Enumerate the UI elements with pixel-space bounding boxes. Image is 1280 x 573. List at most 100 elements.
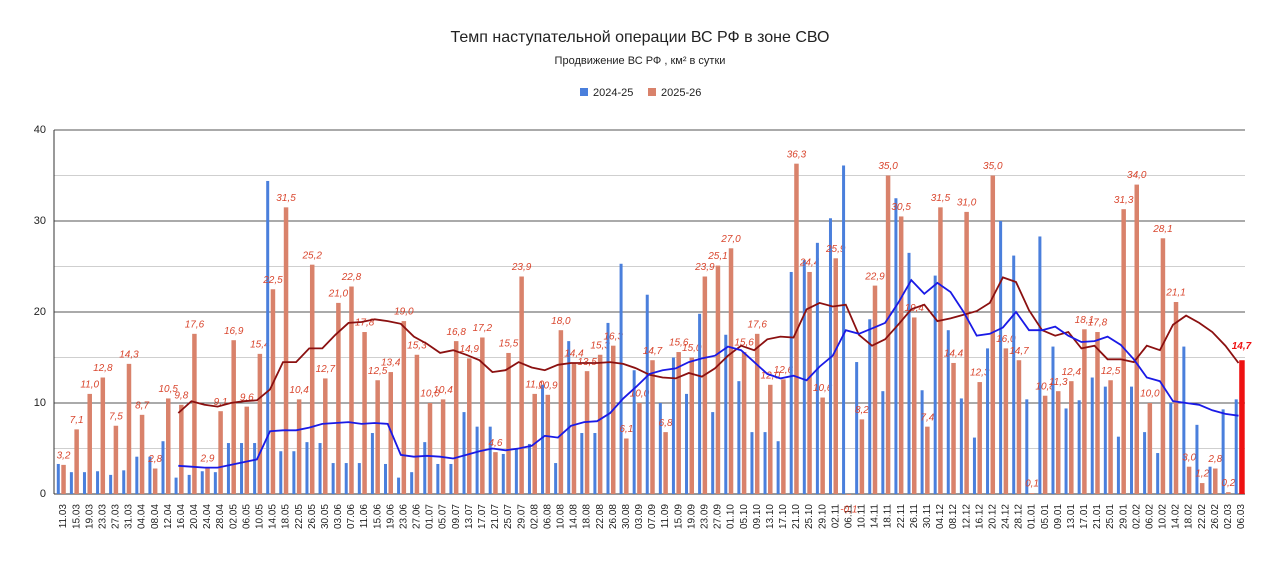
value-label: 15,6 bbox=[734, 338, 754, 349]
bar bbox=[1038, 236, 1042, 494]
x-tick-label: 22.05 bbox=[294, 504, 305, 529]
x-tick-label: 02.02 bbox=[1131, 504, 1142, 529]
value-label: 16,9 bbox=[224, 326, 244, 337]
bar bbox=[833, 258, 838, 494]
bar bbox=[257, 353, 263, 494]
bar bbox=[1134, 184, 1140, 494]
bar bbox=[999, 221, 1003, 494]
value-label: 35,0 bbox=[983, 161, 1003, 172]
bar bbox=[859, 419, 865, 494]
bar bbox=[506, 352, 511, 494]
bar bbox=[1051, 346, 1055, 494]
x-tick-label: 31.03 bbox=[124, 504, 135, 529]
legend-swatch bbox=[580, 88, 588, 96]
x-tick-label: 30.11 bbox=[922, 504, 933, 529]
bar bbox=[1143, 432, 1147, 494]
x-tick-label: 24.04 bbox=[202, 504, 213, 529]
value-label: 14,9 bbox=[460, 344, 480, 355]
bar bbox=[724, 334, 728, 494]
bar bbox=[597, 354, 603, 494]
bar bbox=[624, 438, 629, 494]
bar bbox=[1121, 209, 1126, 495]
value-label: 16,8 bbox=[446, 327, 466, 338]
x-tick-label: 10.05 bbox=[255, 504, 266, 529]
bar bbox=[331, 463, 335, 494]
bar bbox=[213, 472, 217, 494]
bar bbox=[1221, 409, 1225, 494]
x-tick-label: 29.07 bbox=[516, 504, 527, 529]
bar bbox=[427, 403, 433, 494]
bar bbox=[527, 443, 531, 494]
bar bbox=[1213, 468, 1218, 494]
x-tick-label: 12.04 bbox=[163, 504, 174, 529]
x-tick-label: 19.03 bbox=[84, 504, 95, 529]
value-label: 18,1 bbox=[1075, 315, 1094, 326]
bar bbox=[1095, 332, 1100, 494]
bar bbox=[802, 260, 806, 494]
bar bbox=[1103, 386, 1107, 494]
value-label: 0,1 bbox=[1025, 479, 1039, 490]
bar bbox=[580, 433, 584, 494]
bar bbox=[1226, 492, 1231, 494]
value-label: 22,9 bbox=[864, 271, 885, 282]
bar bbox=[567, 341, 571, 494]
x-tick-label: 24.12 bbox=[1001, 504, 1012, 529]
value-label: 10,5 bbox=[159, 384, 179, 395]
value-label: 17,8 bbox=[355, 318, 375, 329]
bar bbox=[1077, 400, 1081, 494]
bar bbox=[218, 411, 223, 494]
bar bbox=[270, 289, 276, 494]
x-tick-label: 19.09 bbox=[686, 504, 697, 529]
value-label: 12,7 bbox=[316, 364, 336, 375]
x-tick-label: 02.11 bbox=[830, 504, 841, 529]
x-tick-label: 04.12 bbox=[935, 504, 946, 529]
x-tick-label: 06.02 bbox=[1144, 504, 1155, 529]
bar bbox=[397, 477, 401, 494]
x-tick-label: 17.01 bbox=[1079, 504, 1090, 529]
x-tick-label: 09.07 bbox=[451, 504, 462, 529]
x-tick-label: 08.12 bbox=[948, 504, 959, 529]
value-label: 10,8 bbox=[1035, 381, 1055, 392]
x-tick-label: 02.03 bbox=[1223, 504, 1234, 529]
bar bbox=[1029, 493, 1035, 494]
bar bbox=[698, 313, 702, 494]
value-label: 31,5 bbox=[276, 193, 296, 204]
bar bbox=[977, 382, 982, 494]
value-label: 23,9 bbox=[511, 262, 532, 273]
bar bbox=[933, 275, 937, 494]
x-tick-label: 11.09 bbox=[660, 504, 671, 529]
bar bbox=[658, 403, 662, 494]
x-tick-label: 17.10 bbox=[778, 504, 789, 529]
bar bbox=[87, 393, 92, 494]
bar bbox=[828, 218, 832, 494]
x-tick-label: 22.11 bbox=[896, 504, 907, 529]
value-label: 10,9 bbox=[538, 380, 558, 391]
x-tick-label: 11.06 bbox=[359, 504, 370, 529]
bar bbox=[226, 443, 230, 494]
x-tick-label: 05.10 bbox=[739, 504, 750, 529]
bar bbox=[135, 456, 139, 494]
value-label: 7,5 bbox=[109, 411, 123, 422]
bar bbox=[192, 333, 197, 494]
bar bbox=[558, 330, 564, 494]
x-tick-label: 13.07 bbox=[464, 504, 475, 529]
bar bbox=[1064, 408, 1068, 494]
bar bbox=[1130, 386, 1134, 494]
bar bbox=[1160, 238, 1166, 494]
bar bbox=[187, 474, 191, 494]
value-label: 28,1 bbox=[1152, 224, 1172, 235]
bar bbox=[74, 429, 79, 494]
bar bbox=[881, 391, 885, 494]
x-tick-label: 26.02 bbox=[1210, 504, 1221, 529]
x-tick-label: 08.04 bbox=[150, 504, 161, 529]
value-label: 3,0 bbox=[1182, 452, 1196, 463]
value-label: 11,0 bbox=[525, 380, 544, 391]
value-label: 10,6 bbox=[813, 383, 833, 394]
bar bbox=[449, 463, 453, 494]
bar bbox=[820, 397, 825, 494]
bar bbox=[467, 358, 472, 494]
bar bbox=[702, 276, 708, 494]
bar bbox=[1025, 399, 1029, 494]
x-tick-label: 03.06 bbox=[333, 504, 344, 529]
bar bbox=[637, 403, 642, 494]
